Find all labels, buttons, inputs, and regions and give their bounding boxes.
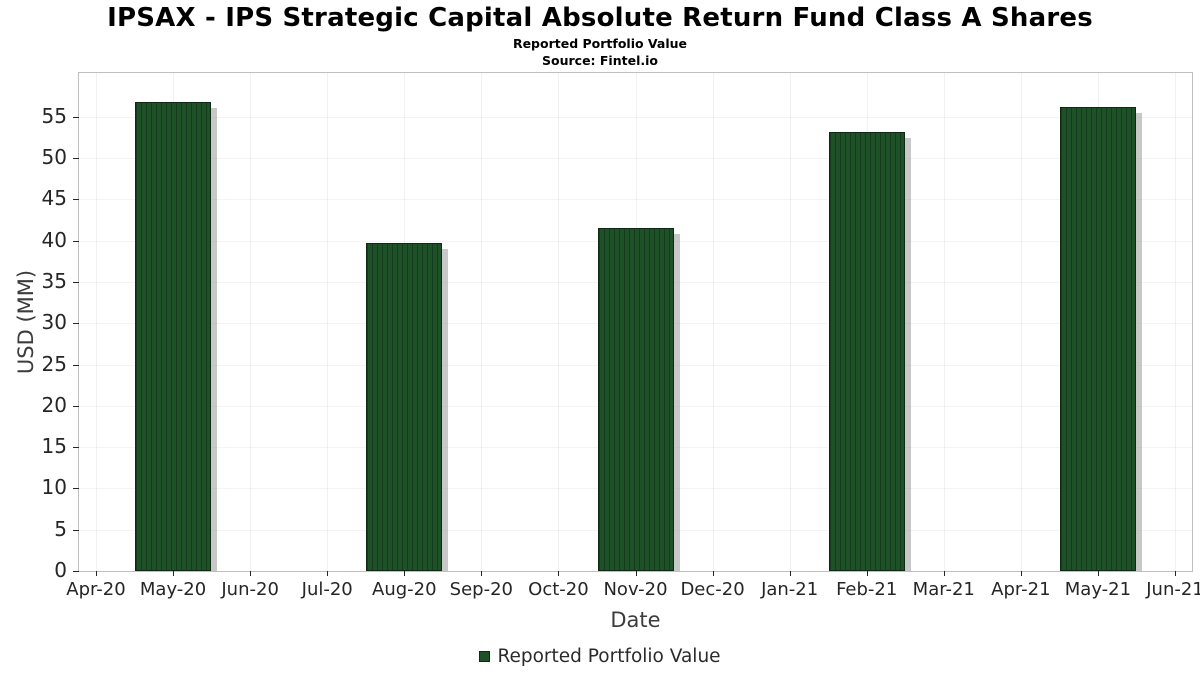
x-tick-label: Jul-20 — [301, 579, 353, 600]
x-tick-mark — [789, 571, 791, 576]
y-tick-label: 55 — [41, 103, 67, 128]
x-tick-mark — [635, 571, 637, 576]
x-gridline — [327, 73, 329, 571]
x-tick-label: Sep-20 — [449, 579, 513, 600]
x-gridline — [481, 73, 483, 571]
bar-Feb-21 — [828, 131, 905, 571]
x-tick-mark — [250, 571, 252, 576]
y-tick-label: 5 — [54, 516, 67, 541]
x-gridline — [96, 73, 97, 571]
x-tick-label: Oct-20 — [528, 579, 589, 600]
x-tick-mark — [404, 571, 406, 576]
x-tick-label: Dec-20 — [680, 579, 745, 600]
x-tick-mark — [96, 571, 97, 576]
x-tick-mark — [481, 571, 483, 576]
bar-Aug-20 — [366, 243, 443, 571]
x-tick-mark — [1020, 571, 1022, 576]
y-tick-mark — [73, 529, 79, 531]
x-tick-label: Jun-20 — [221, 579, 279, 600]
x-gridline — [1020, 73, 1022, 571]
x-tick-mark — [943, 571, 945, 576]
y-tick-label: 25 — [41, 351, 67, 376]
bar-May-20 — [135, 101, 212, 571]
chart-title: IPSAX - IPS Strategic Capital Absolute R… — [107, 3, 1093, 33]
x-tick-label: Jun-21 — [1146, 579, 1200, 600]
y-tick-label: 0 — [54, 558, 67, 582]
x-tick-label: Jan-21 — [761, 579, 819, 600]
y-gridline — [79, 116, 1192, 118]
y-tick-label: 50 — [41, 145, 67, 170]
y-tick-mark — [73, 488, 79, 490]
x-tick-label: Nov-20 — [603, 579, 668, 600]
x-tick-mark — [173, 571, 175, 576]
x-tick-label: Apr-21 — [991, 579, 1051, 600]
x-gridline — [558, 73, 560, 571]
y-tick-mark — [73, 158, 79, 160]
bar-May-21 — [1059, 106, 1136, 571]
legend-label: Reported Portfolio Value — [497, 646, 721, 667]
y-tick-label: 40 — [41, 227, 67, 252]
y-tick-label: 20 — [41, 392, 67, 417]
y-gridline — [79, 158, 1192, 160]
x-tick-mark — [1097, 571, 1099, 576]
x-tick-label: Feb-21 — [836, 579, 898, 600]
y-tick-mark — [73, 116, 79, 118]
x-tick-label: May-20 — [139, 579, 207, 600]
x-gridline — [789, 73, 791, 571]
chart-subtitle: Reported Portfolio Value — [512, 36, 688, 51]
legend-marker-icon — [479, 651, 491, 662]
chart-source: Source: Fintel.io — [542, 53, 658, 68]
y-tick-mark — [73, 323, 79, 325]
x-tick-label: May-21 — [1064, 579, 1132, 600]
plot-area: 0 5 10 15 20 25 30 35 40 45 50 55 Apr-20 May-20 Jun-20… — [42, 72, 1200, 600]
y-tick-mark — [73, 447, 79, 449]
y-tick-mark — [73, 240, 79, 242]
bar-Nov-20 — [597, 228, 674, 571]
y-tick-label: 35 — [41, 268, 67, 293]
x-axis-label: Date — [610, 608, 661, 632]
x-tick-mark — [1175, 571, 1176, 576]
y-tick-mark — [73, 199, 79, 201]
y-tick-label: 10 — [41, 475, 67, 500]
legend: Reported Portfolio Value — [0, 646, 1200, 667]
x-tick-mark — [712, 571, 714, 576]
y-tick-mark — [73, 281, 79, 283]
x-tick-label: Mar-21 — [912, 579, 975, 600]
y-gridline — [79, 199, 1192, 201]
y-tick-mark — [73, 571, 79, 572]
x-tick-label: Aug-20 — [372, 579, 437, 600]
y-tick-label: 30 — [41, 310, 67, 335]
y-tick-label: 15 — [41, 434, 67, 459]
y-tick-mark — [73, 405, 79, 407]
x-tick-label: Apr-20 — [66, 579, 126, 600]
x-tick-mark — [327, 571, 329, 576]
x-gridline — [1175, 73, 1176, 571]
x-tick-mark — [866, 571, 868, 576]
x-gridline — [943, 73, 945, 571]
y-tick-mark — [73, 364, 79, 366]
y-tick-label: 45 — [41, 186, 67, 211]
x-tick-mark — [558, 571, 560, 576]
x-gridline — [250, 73, 252, 571]
x-gridline — [712, 73, 714, 571]
